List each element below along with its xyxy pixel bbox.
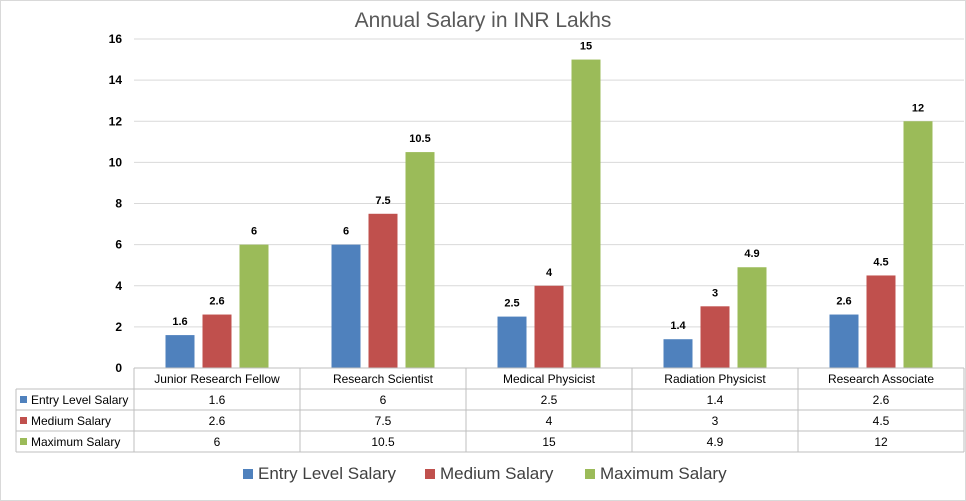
y-axis: 0 2 4 6 8 10 12 14 16	[109, 32, 123, 375]
data-label-entry-level-salary-junior-research-fellow: 1.6	[172, 316, 187, 328]
table-cell-entry-level-salary-research-scientist: 6	[380, 393, 387, 407]
data-label-maximum-salary-research-scientist: 10.5	[409, 133, 430, 145]
data-label-entry-level-salary-radiation-physicist: 1.4	[670, 320, 686, 332]
table-cell-medium-salary-research-scientist: 7.5	[375, 414, 392, 428]
table-cell-maximum-salary-medical-physicist: 15	[542, 435, 556, 449]
data-label-entry-level-salary-medical-physicist: 2.5	[504, 298, 519, 310]
table-key-entry-level-salary	[20, 396, 27, 403]
legend: Entry Level Salary Medium Salary Maximum S…	[243, 464, 727, 483]
y-tick-label-6: 6	[115, 238, 122, 252]
y-tick-label-2: 2	[115, 320, 122, 334]
y-tick-label-8: 8	[115, 197, 122, 211]
data-label-medium-salary-medical-physicist: 4	[546, 267, 553, 279]
legend-label-medium-salary: Medium Salary	[440, 464, 554, 483]
bar-maximum-salary-research-scientist	[405, 152, 435, 368]
legend-swatch-maximum-salary	[585, 469, 595, 479]
table-cell-maximum-salary-radiation-physicist: 4.9	[707, 435, 724, 449]
table-cell-maximum-salary-research-scientist: 10.5	[371, 435, 395, 449]
data-label-medium-salary-radiation-physicist: 3	[712, 287, 718, 299]
category-label-research-associate: Research Associate	[828, 372, 934, 386]
bar-medium-salary-radiation-physicist	[700, 306, 730, 368]
data-label-maximum-salary-junior-research-fellow: 6	[251, 226, 257, 238]
bar-medium-salary-medical-physicist	[534, 285, 564, 368]
category-label-radiation-physicist: Radiation Physicist	[664, 372, 766, 386]
legend-label-entry-level-salary: Entry Level Salary	[258, 464, 396, 483]
y-tick-label-16: 16	[109, 32, 123, 46]
bar-maximum-salary-research-associate	[903, 121, 933, 368]
data-label-maximum-salary-medical-physicist: 15	[580, 41, 592, 53]
bar-entry-level-salary-research-scientist	[331, 244, 361, 368]
legend-swatch-entry-level-salary	[243, 469, 253, 479]
data-label-medium-salary-junior-research-fellow: 2.6	[209, 296, 224, 308]
table-key-maximum-salary	[20, 438, 27, 445]
category-label-research-scientist: Research Scientist	[333, 372, 434, 386]
bar-entry-level-salary-junior-research-fellow	[165, 335, 195, 368]
bar-medium-salary-research-associate	[866, 275, 896, 368]
data-table: Junior Research Fellow Research Scientist…	[15, 367, 965, 453]
gridlines	[134, 38, 964, 328]
data-label-maximum-salary-radiation-physicist: 4.9	[744, 248, 759, 260]
table-cell-medium-salary-research-associate: 4.5	[873, 414, 890, 428]
data-label-medium-salary-research-scientist: 7.5	[375, 195, 390, 207]
legend-label-maximum-salary: Maximum Salary	[600, 464, 727, 483]
bars	[165, 59, 933, 368]
data-label-maximum-salary-research-associate: 12	[912, 102, 924, 114]
bar-maximum-salary-junior-research-fellow	[239, 244, 269, 368]
bar-maximum-salary-medical-physicist	[571, 59, 601, 368]
data-label-entry-level-salary-research-scientist: 6	[343, 226, 349, 238]
table-cell-maximum-salary-junior-research-fellow: 6	[214, 435, 221, 449]
table-cell-medium-salary-medical-physicist: 4	[546, 414, 553, 428]
category-label-medical-physicist: Medical Physicist	[503, 372, 596, 386]
table-key-medium-salary	[20, 417, 27, 424]
table-cell-medium-salary-junior-research-fellow: 2.6	[209, 414, 226, 428]
category-label-junior-research-fellow: Junior Research Fellow	[154, 372, 280, 386]
y-tick-label-4: 4	[115, 279, 122, 293]
data-labels: 1.6 6 2.5 1.4 2.6 2.6 7.5 4 3 4.5 6 10.5 15 4.9 12	[172, 41, 924, 333]
bar-medium-salary-junior-research-fellow	[202, 314, 232, 368]
table-row-label-entry-level-salary: Entry Level Salary	[31, 393, 128, 407]
y-tick-label-14: 14	[109, 73, 123, 87]
bar-maximum-salary-radiation-physicist	[737, 267, 767, 368]
table-row-label-medium-salary: Medium Salary	[31, 414, 111, 428]
data-label-entry-level-salary-research-associate: 2.6	[836, 296, 851, 308]
chart-title: Annual Salary in INR Lakhs	[355, 9, 612, 32]
bar-entry-level-salary-medical-physicist	[497, 316, 527, 368]
bar-entry-level-salary-research-associate	[829, 314, 859, 368]
legend-swatch-medium-salary	[425, 469, 435, 479]
y-tick-label-0: 0	[115, 361, 122, 375]
bar-entry-level-salary-radiation-physicist	[663, 339, 693, 368]
data-label-medium-salary-research-associate: 4.5	[873, 256, 888, 268]
table-cell-entry-level-salary-junior-research-fellow: 1.6	[209, 393, 226, 407]
table-row-label-maximum-salary: Maximum Salary	[31, 435, 120, 449]
table-cell-entry-level-salary-radiation-physicist: 1.4	[707, 393, 724, 407]
table-cell-entry-level-salary-medical-physicist: 2.5	[541, 393, 558, 407]
bar-medium-salary-research-scientist	[368, 213, 398, 368]
table-cell-medium-salary-radiation-physicist: 3	[712, 414, 719, 428]
y-tick-label-10: 10	[109, 155, 123, 169]
y-tick-label-12: 12	[109, 114, 123, 128]
table-cell-maximum-salary-research-associate: 12	[874, 435, 888, 449]
table-cell-entry-level-salary-research-associate: 2.6	[873, 393, 890, 407]
